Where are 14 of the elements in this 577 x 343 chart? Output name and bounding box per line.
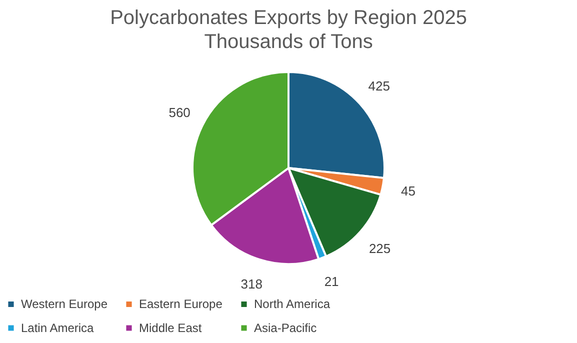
chart-title: Polycarbonates Exports by Region 2025 bbox=[110, 7, 467, 29]
data-label: 45 bbox=[400, 183, 416, 198]
legend-label: Eastern Europe bbox=[139, 297, 223, 312]
legend-label: Asia-Pacific bbox=[254, 321, 317, 335]
legend-label: Middle East bbox=[139, 321, 202, 335]
data-label: 318 bbox=[240, 276, 262, 292]
legend-label: Latin America bbox=[21, 321, 94, 335]
legend-label: North America bbox=[254, 297, 330, 312]
data-label: 560 bbox=[168, 105, 190, 120]
chart-subtitle: Thousands of Tons bbox=[204, 31, 373, 53]
data-label: 425 bbox=[368, 78, 390, 94]
data-label: 225 bbox=[368, 240, 391, 256]
legend-label: Western Europe bbox=[21, 297, 108, 312]
data-label: 21 bbox=[324, 274, 339, 290]
